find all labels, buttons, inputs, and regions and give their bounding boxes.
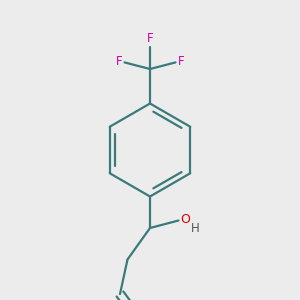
Text: F: F: [178, 55, 184, 68]
Text: F: F: [116, 55, 122, 68]
Text: O: O: [180, 213, 190, 226]
Text: F: F: [147, 32, 153, 45]
Text: H: H: [191, 221, 200, 235]
